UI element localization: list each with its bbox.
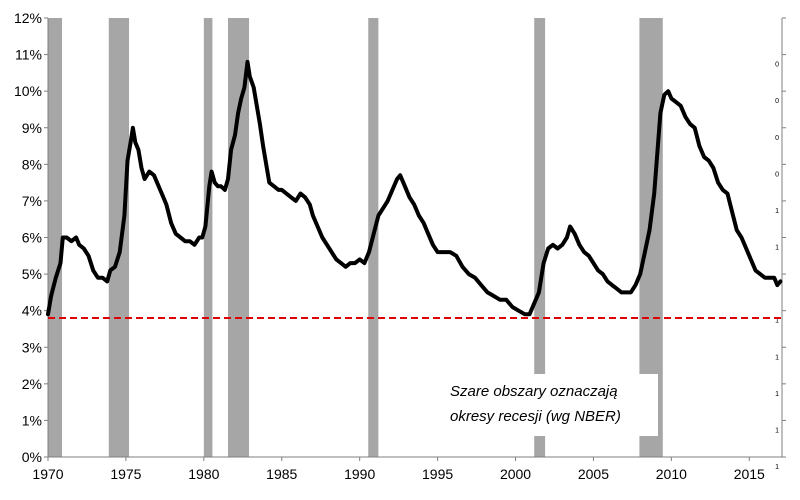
recession-band-4 <box>227 18 250 457</box>
recession-band-6 <box>534 18 546 457</box>
y-tick-label: 6% <box>22 230 42 246</box>
right-tick-label: 0 <box>775 62 779 69</box>
right-tick-label: 0 <box>775 98 779 105</box>
y-tick-label: 9% <box>22 120 42 136</box>
right-tick-label: 1 <box>775 354 779 361</box>
y-tick-label: 8% <box>22 156 42 172</box>
right-tick-label: 1 <box>775 245 779 252</box>
right-tick-label: 1 <box>775 208 779 215</box>
right-tick-label: 1 <box>775 464 779 471</box>
y-tick-label: 5% <box>22 266 42 282</box>
y-axis-ticks: 0% 1% 2% 3% 4% 5% 6% 7% 8% 9% 10% 11% 12% <box>14 10 48 465</box>
x-tick-label: 2005 <box>578 466 609 482</box>
x-tick-label: 1985 <box>266 466 297 482</box>
recession-annotation: Szare obszary oznaczają okresy recesji (… <box>444 374 658 436</box>
right-tick-label: 1 <box>775 318 779 325</box>
y-tick-label: 7% <box>22 193 42 209</box>
y-tick-label: 11% <box>15 47 42 63</box>
y-tick-label: 1% <box>22 412 42 428</box>
y-tick-label: 12% <box>14 10 42 26</box>
recession-band-7 <box>639 18 663 457</box>
recession-band-1 <box>48 18 63 457</box>
annotation-line-2: okresy recesji (wg NBER) <box>450 408 621 425</box>
y-tick-label: 0% <box>22 449 42 465</box>
recession-band-3 <box>203 18 213 457</box>
x-tick-label: 1990 <box>344 466 375 482</box>
y-tick-label: 3% <box>22 339 42 355</box>
x-axis-ticks: 1970 1975 1980 1985 1990 1995 2000 2005 2010 2015 <box>32 457 765 482</box>
y-tick-label: 2% <box>22 376 42 392</box>
x-tick-label: 2010 <box>656 466 687 482</box>
y-tick-label: 4% <box>22 303 42 319</box>
x-tick-label: 1975 <box>110 466 141 482</box>
right-tick-label: 1 <box>775 427 779 434</box>
unemployment-rate-series <box>46 59 783 317</box>
right-tick-label: 1 <box>775 391 779 398</box>
right-tick-label: 0 <box>775 171 779 178</box>
x-tick-label: 1980 <box>188 466 219 482</box>
x-tick-label: 2015 <box>734 466 765 482</box>
recession-band-2 <box>108 18 130 457</box>
right-tick-label: 0 <box>775 135 779 142</box>
y-tick-label: 10% <box>14 83 42 99</box>
x-tick-label: 1970 <box>32 466 63 482</box>
annotation-line-1: Szare obszary oznaczają <box>450 383 618 400</box>
annotation-box <box>444 374 658 436</box>
x-tick-label: 2000 <box>500 466 531 482</box>
x-tick-label: 1995 <box>422 466 453 482</box>
